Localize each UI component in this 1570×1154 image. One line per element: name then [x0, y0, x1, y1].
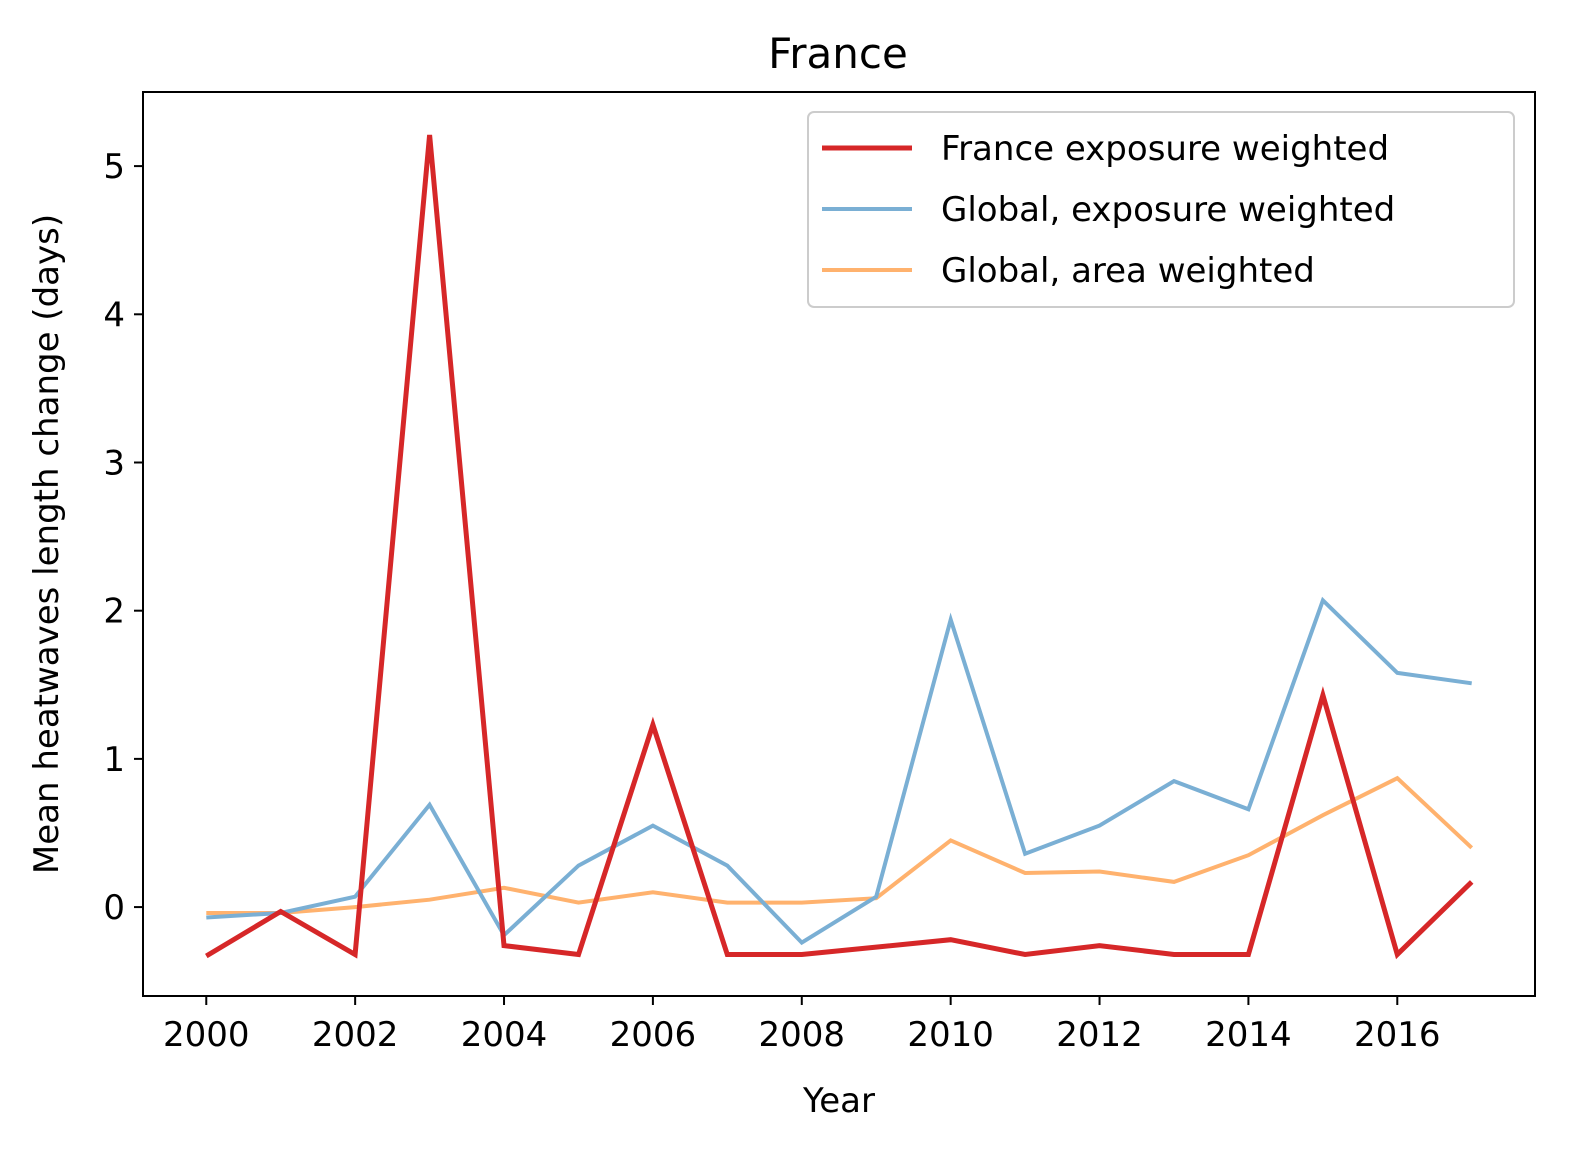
- x-tick-label: 2016: [1354, 1015, 1441, 1055]
- x-tick-label: 2012: [1056, 1015, 1143, 1055]
- y-axis-ticks: 0 1 2 3 4 5: [103, 147, 143, 928]
- x-tick-label: 2002: [312, 1015, 399, 1055]
- y-tick-label: 3: [103, 443, 125, 483]
- series-line-2: [206, 596, 1472, 946]
- legend-label: Global, exposure weighted: [941, 190, 1395, 230]
- plot-frame: [142, 91, 1536, 997]
- x-tick-label: 2006: [610, 1015, 697, 1055]
- legend-box: [807, 111, 1515, 308]
- y-tick-label: 4: [103, 295, 125, 335]
- legend-label: Global, area weighted: [941, 251, 1315, 291]
- legend-label: France exposure weighted: [941, 129, 1389, 169]
- x-tick-label: 2010: [907, 1015, 994, 1055]
- x-axis-label: Year: [802, 1081, 875, 1121]
- series-line-1: [205, 134, 1474, 960]
- x-axis-ticks: 2000 2002 2004 2006 2008 2010 2012 2014 2016: [163, 996, 1441, 1055]
- y-tick-label: 5: [103, 147, 125, 187]
- x-tick-label: 2004: [461, 1015, 548, 1055]
- legend: France exposure weighted Global, exposure…: [807, 111, 1515, 308]
- y-tick-label: 1: [103, 740, 125, 780]
- y-axis-label: Mean heatwaves length change (days): [27, 214, 67, 874]
- chart-title: France: [768, 29, 908, 78]
- x-tick-label: 2000: [163, 1015, 250, 1055]
- x-tick-label: 2008: [759, 1015, 846, 1055]
- x-tick-label: 2014: [1205, 1015, 1292, 1055]
- y-tick-label: 0: [103, 888, 125, 928]
- series-layer: [205, 134, 1474, 960]
- y-tick-label: 2: [103, 592, 125, 632]
- series-line-3: [206, 775, 1474, 915]
